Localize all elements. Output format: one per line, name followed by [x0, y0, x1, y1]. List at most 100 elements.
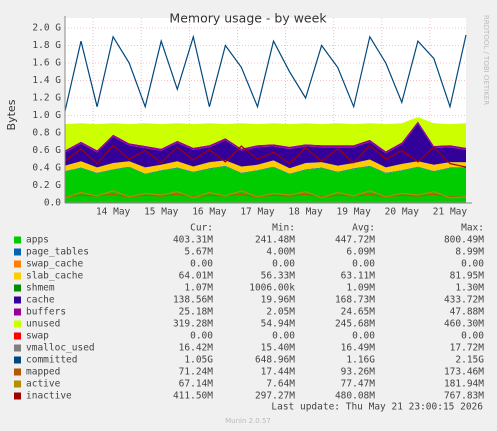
legend-value: 447.72M [335, 235, 375, 246]
y-tick-label: 1.4 G [32, 75, 61, 86]
line [64, 190, 467, 199]
legend-value: 138.56M [173, 295, 213, 306]
area [65, 159, 466, 174]
legend-value: 81.95M [450, 271, 485, 282]
y-tick-label: 0.0 [44, 198, 61, 209]
legend-swatch [14, 380, 21, 388]
y-axis-label: Bytes [5, 99, 18, 130]
legend-value: 2.05M [266, 307, 295, 318]
legend-header: Max: [461, 223, 484, 234]
legend-value: 403.31M [173, 235, 213, 246]
x-tick-label: 16 May [192, 207, 227, 218]
legend-label: unused [26, 319, 60, 330]
legend-swatch [14, 260, 21, 268]
legend-value: 411.50M [173, 391, 213, 402]
legend-label: page_tables [26, 247, 89, 258]
legend-swatch [14, 320, 21, 328]
legend-value: 0.00 [272, 259, 295, 270]
legend-value: 297.27M [255, 391, 295, 402]
legend-value: 19.96M [261, 295, 296, 306]
legend-value: 0.00 [461, 259, 484, 270]
legend-header: Min: [272, 223, 295, 234]
line [64, 34, 467, 112]
legend-label: active [26, 379, 61, 390]
chart-title: Memory usage - by week [169, 11, 327, 26]
legend-swatch [14, 344, 21, 352]
legend-header: Avg: [352, 223, 375, 234]
legend-value: 460.30M [444, 319, 484, 330]
line [64, 144, 467, 168]
x-tick-label: 21 May [433, 207, 468, 218]
x-tick-label: 15 May [144, 207, 179, 218]
legend-value: 1.09M [346, 283, 375, 294]
x-tick-label: 18 May [288, 207, 323, 218]
legend-header: Cur: [190, 223, 213, 234]
legend-value: 241.48M [255, 235, 295, 246]
y-tick-label: 1.8 G [32, 40, 61, 51]
legend-value: 8.99M [455, 247, 484, 258]
legend-value: 0.00 [272, 331, 295, 342]
legend-value: 67.14M [179, 379, 214, 390]
legend-value: 17.72M [450, 343, 485, 354]
legend-swatch [14, 368, 21, 376]
legend-swatch [14, 308, 21, 316]
legend-value: 6.09M [346, 247, 375, 258]
legend-value: 4.00M [266, 247, 295, 258]
legend-value: 0.00 [352, 331, 375, 342]
y-tick-label: 1.0 G [32, 110, 61, 121]
legend-value: 480.08M [335, 391, 375, 402]
legend-value: 64.01M [179, 271, 214, 282]
legend-value: 0.00 [352, 259, 375, 270]
footer: Munin 2.0.57 [225, 417, 271, 425]
legend-label: swap_cache [26, 259, 83, 270]
side-text: RRDTOOL / TOBI OETIKER [482, 15, 490, 105]
area [65, 166, 466, 203]
legend-value: 16.42M [179, 343, 214, 354]
legend-label: vmalloc_used [26, 343, 95, 354]
legend-swatch [14, 392, 21, 400]
legend-label: swap [26, 331, 49, 342]
legend-label: shmem [26, 283, 55, 294]
legend-label: apps [26, 235, 49, 246]
legend-value: 0.00 [461, 331, 484, 342]
legend-value: 245.68M [335, 319, 375, 330]
y-tick-label: 0.4 G [32, 163, 61, 174]
legend-swatch [14, 296, 21, 304]
legend-value: 800.49M [444, 235, 484, 246]
legend-value: 47.88M [450, 307, 485, 318]
legend-value: 319.28M [173, 319, 213, 330]
legend-value: 648.96M [255, 355, 295, 366]
x-tick-label: 20 May [385, 207, 420, 218]
legend-value: 2.15G [455, 355, 484, 366]
legend-swatch [14, 248, 21, 256]
legend-label: cache [26, 295, 55, 306]
legend-value: 1006.00k [249, 283, 295, 294]
legend-value: 173.46M [444, 367, 484, 378]
area [65, 117, 466, 152]
legend-value: 16.49M [341, 343, 376, 354]
legend-value: 0.00 [190, 331, 213, 342]
legend-label: mapped [26, 367, 60, 378]
legend-value: 25.18M [179, 307, 214, 318]
legend-label: committed [26, 355, 77, 366]
legend-value: 63.11M [341, 271, 376, 282]
legend-value: 5.67M [184, 247, 213, 258]
legend-label: slab_cache [26, 271, 83, 282]
legend-value: 1.07M [184, 283, 213, 294]
y-tick-label: 2.0 G [32, 23, 61, 34]
legend-value: 71.24M [179, 367, 214, 378]
legend-value: 1.16G [346, 355, 375, 366]
legend-label: inactive [26, 391, 72, 402]
legend-value: 181.94M [444, 379, 484, 390]
y-tick-label: 1.6 G [32, 58, 61, 69]
y-tick-label: 0.8 G [32, 128, 61, 139]
legend-value: 433.72M [444, 295, 484, 306]
y-tick-label: 1.2 G [32, 93, 61, 104]
legend-value: 77.47M [341, 379, 376, 390]
area [65, 123, 466, 169]
legend-value: 1.30M [455, 283, 484, 294]
legend-value: 15.40M [261, 343, 296, 354]
last-update: Last update: Thu May 21 23:00:15 2026 [271, 402, 483, 413]
legend-value: 56.33M [261, 271, 296, 282]
